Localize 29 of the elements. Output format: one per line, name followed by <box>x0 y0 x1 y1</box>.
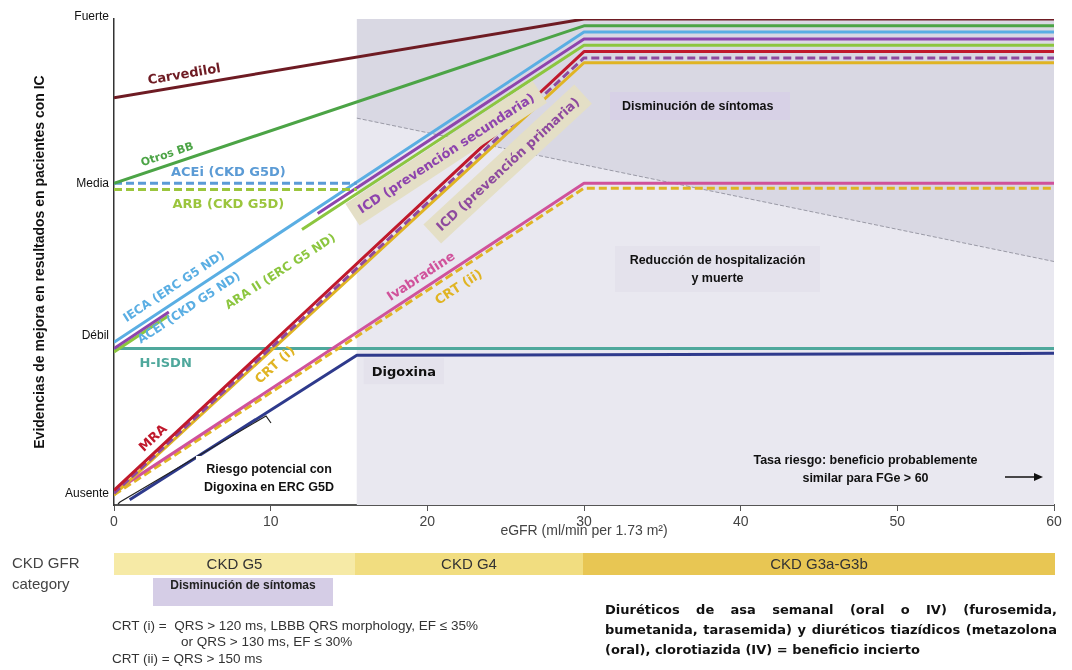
y-axis-title: Evidencias de mejora en resultados en pacientes con IC <box>31 75 48 449</box>
text: Carvedilol <box>146 60 222 88</box>
x-tick-label: 50 <box>889 513 906 530</box>
annotation: Disminución de síntomas <box>610 92 790 120</box>
text: CKD G3a-G3b <box>583 553 1055 575</box>
text: Fuerte <box>74 9 109 23</box>
text: Disminución de síntomas <box>153 578 333 606</box>
text: Ausente <box>64 486 109 500</box>
annotation: Riesgo potencial con Digoxina en ERC G5D <box>196 456 342 500</box>
text: Media <box>76 176 109 190</box>
x-tick-label: 20 <box>419 513 436 530</box>
annotation: Tasa riesgo: beneficio probablemente similar para FGe > 60 <box>752 452 979 487</box>
annotation: Reducción de hospitalización y muerte <box>615 246 820 292</box>
series-label: H-ISDN <box>139 354 192 370</box>
x-tick-label: 40 <box>732 513 749 530</box>
series-label: ACEi (CKD G5D) <box>170 163 286 179</box>
text: CRT (ii) = QRS > 150 ms <box>112 651 263 666</box>
x-tick-label: 0 <box>110 513 119 530</box>
text: Diuréticos de asa semanal (oral o IV) (furosemida, bumetanida, tarasemida) y diuréticos tiazídicos (metazolona (oral), clorotiazida (IV) = beneficio incierto <box>605 601 1057 659</box>
series-label: ARB (CKD G5D) <box>172 195 285 211</box>
series-label: Digoxina <box>371 363 437 379</box>
x-tick-label: 60 <box>1046 513 1062 530</box>
text: CKD G5 <box>114 553 355 575</box>
text: CKD G4 <box>355 553 583 575</box>
text: or QRS > 130 ms, EF ≤ 30% <box>181 634 353 649</box>
x-tick-label: 10 <box>262 513 279 530</box>
text: Débil <box>81 328 109 342</box>
text: CRT (i) = QRS > 120 ms, LBBB QRS morphology, EF ≤ 35% <box>112 618 479 633</box>
text: CKD GFR category <box>12 553 81 594</box>
